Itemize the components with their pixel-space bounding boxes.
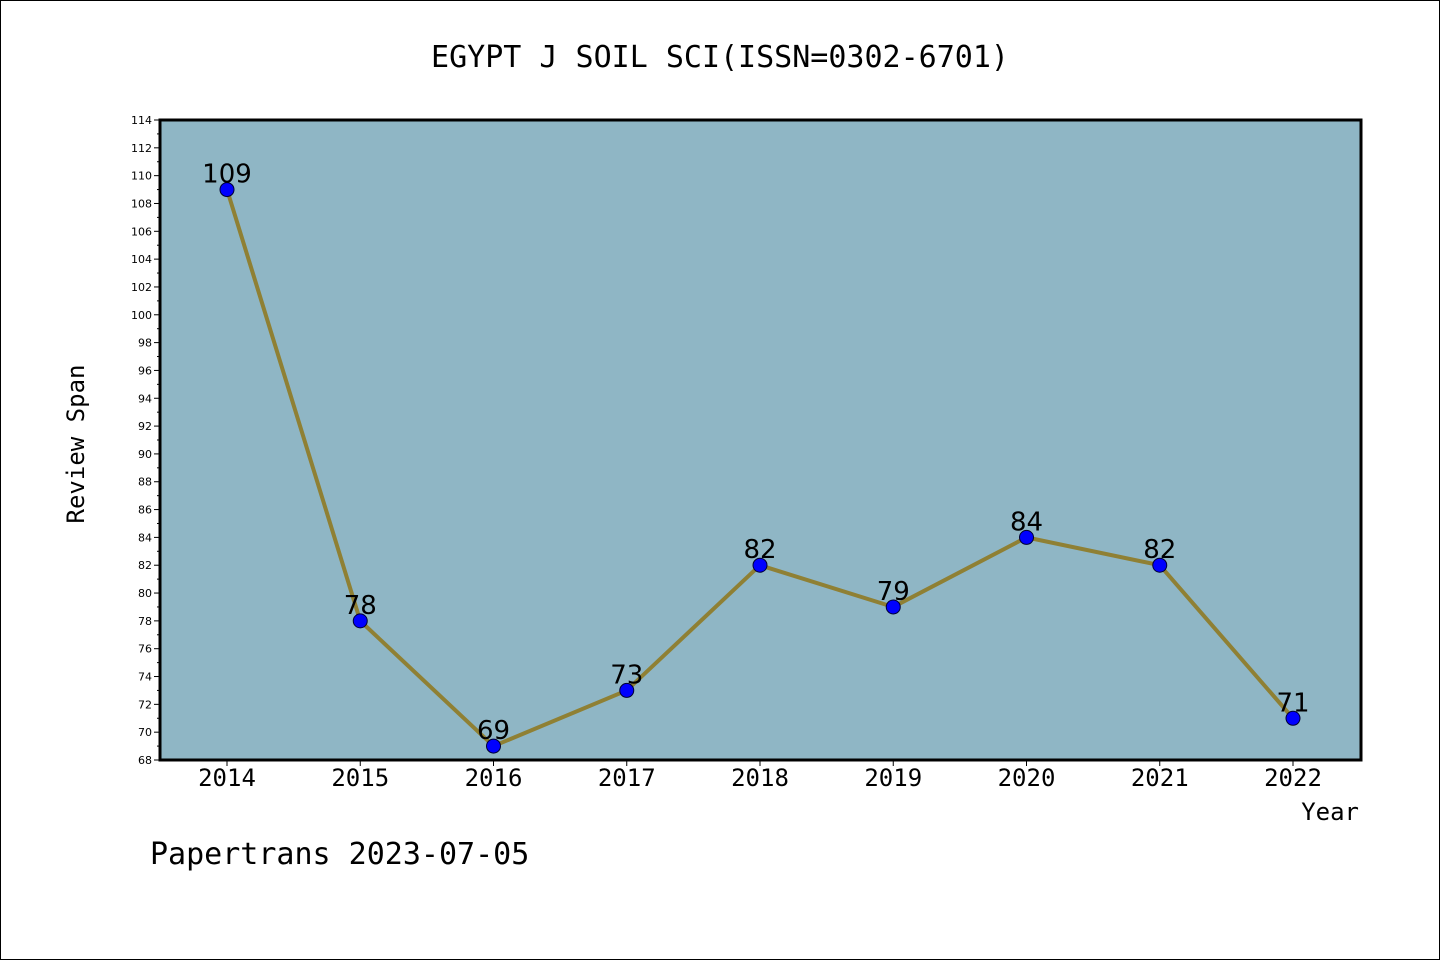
y-tick-label: 92 <box>138 420 152 433</box>
y-axis: 68 70 72 74 76 78 80 82 84 86 88 90 92 94 96 98 100 102 10… <box>131 114 160 767</box>
data-point <box>486 738 501 754</box>
data-point <box>1019 529 1034 545</box>
y-tick-label: 74 <box>138 671 152 684</box>
data-point <box>219 182 235 198</box>
y-tick-label: 90 <box>138 448 152 461</box>
y-tick-label: 78 <box>138 615 152 628</box>
y-axis-label: Review Span <box>62 365 90 524</box>
x-tick-label: 2016 <box>465 764 523 792</box>
data-label: 78 <box>344 591 377 621</box>
x-tick-label: 2017 <box>598 764 656 792</box>
x-tick-label: 2021 <box>1131 764 1189 792</box>
data-point <box>752 557 768 573</box>
data-label: 84 <box>1010 507 1043 537</box>
plot-area <box>160 120 1361 760</box>
y-tick-label: 76 <box>138 643 152 656</box>
y-tick-label: 86 <box>138 504 152 517</box>
y-tick-label: 104 <box>131 253 152 266</box>
data-label: 73 <box>610 660 643 690</box>
y-tick-label: 100 <box>131 309 152 322</box>
data-label: 69 <box>477 716 510 746</box>
x-tick-label: 2014 <box>198 764 256 792</box>
y-tick-label: 88 <box>138 476 152 489</box>
data-label: 79 <box>877 577 910 607</box>
footer-text: Papertrans 2023-07-05 <box>150 837 529 872</box>
y-tick-label: 102 <box>131 281 152 294</box>
x-tick-label: 2019 <box>864 764 922 792</box>
data-label: 82 <box>1143 535 1176 565</box>
y-tick-label: 94 <box>138 392 152 405</box>
series-layer: 109 78 69 73 82 79 84 82 71 <box>202 160 1310 754</box>
data-label: 71 <box>1276 688 1309 718</box>
y-tick-label: 110 <box>131 170 152 183</box>
y-tick-label: 84 <box>138 531 152 544</box>
y-tick-label: 108 <box>131 197 152 210</box>
data-point <box>1285 710 1301 726</box>
y-tick-label: 96 <box>138 364 152 377</box>
y-tick-label: 80 <box>138 587 152 600</box>
x-tick-label: 2020 <box>998 764 1056 792</box>
y-tick-label: 72 <box>138 698 152 711</box>
y-tick-label: 82 <box>138 559 152 572</box>
data-point <box>885 599 901 615</box>
x-tick-label: 2022 <box>1264 764 1322 792</box>
y-tick-label: 98 <box>138 337 152 350</box>
y-tick-label: 70 <box>138 726 152 739</box>
y-tick-label: 68 <box>138 754 152 767</box>
plot-border <box>158 118 1363 762</box>
y-tick-label: 112 <box>131 142 152 155</box>
chart-title: EGYPT J SOIL SCI(ISSN=0302-6701) <box>431 40 1009 75</box>
data-point <box>619 682 635 698</box>
x-tick-label: 2018 <box>731 764 789 792</box>
data-label: 109 <box>202 160 252 190</box>
x-axis: 2014 2015 2016 2017 2018 2019 2020 2021 2022 <box>198 760 1322 792</box>
x-axis-label: Year <box>1301 798 1359 826</box>
data-point <box>352 613 368 629</box>
data-label: 82 <box>743 535 776 565</box>
y-tick-label: 114 <box>131 114 152 127</box>
data-point <box>1152 557 1168 573</box>
x-tick-label: 2015 <box>331 764 389 792</box>
y-tick-label: 106 <box>131 225 152 238</box>
